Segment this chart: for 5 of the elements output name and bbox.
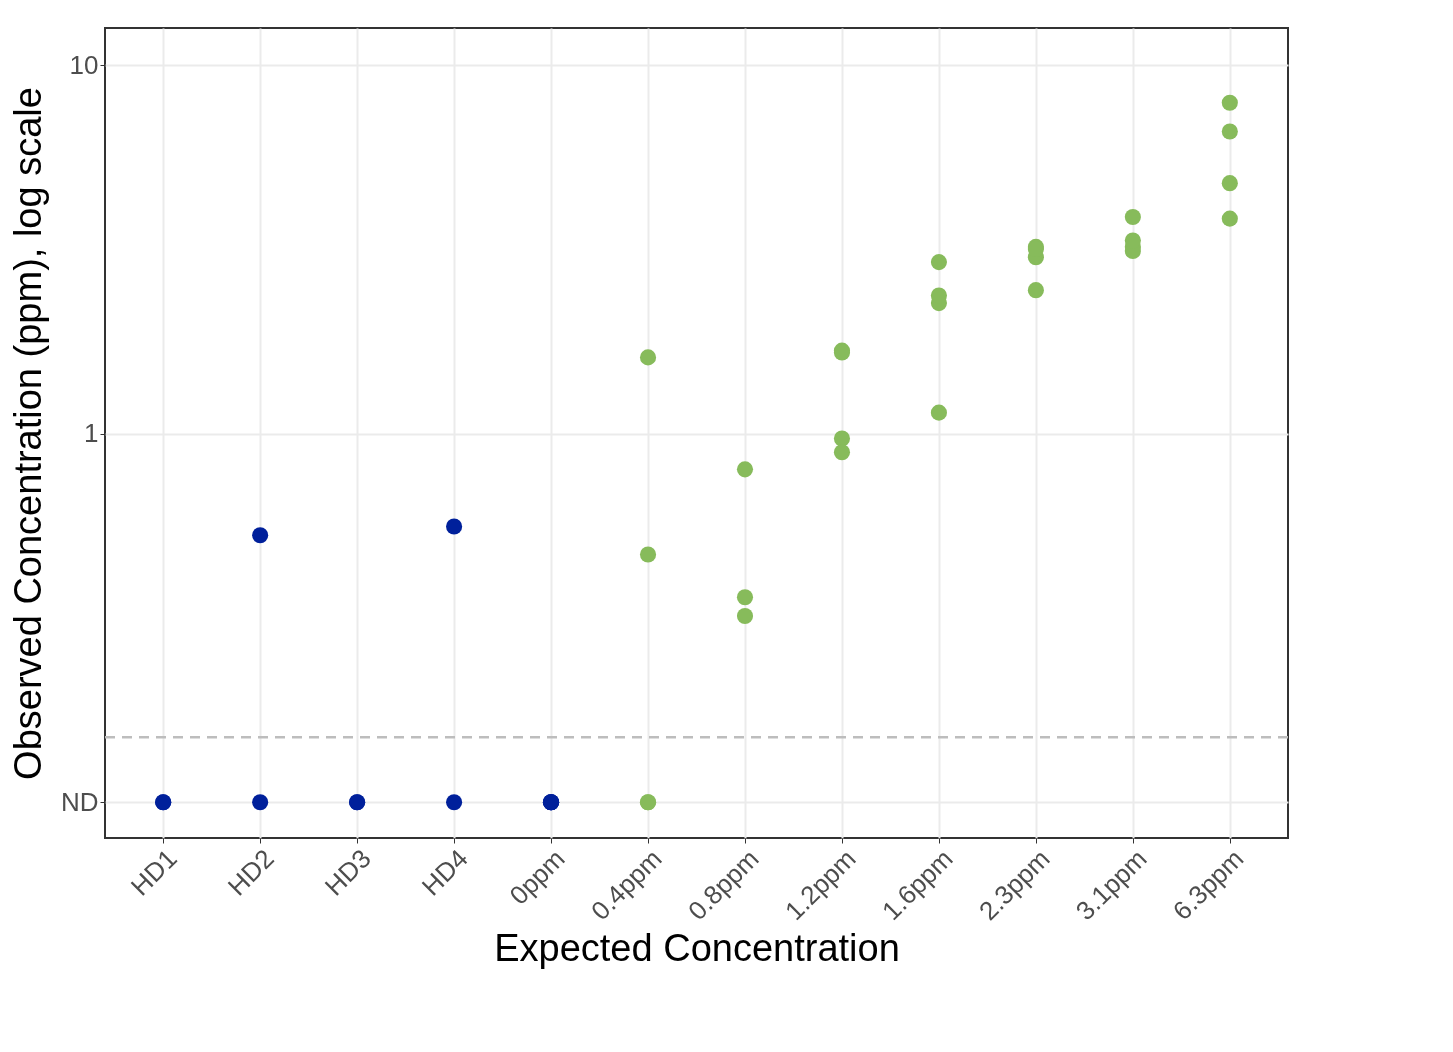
y-tick-label: 10 [69, 49, 99, 80]
y-axis-title: Observed Concentration (ppm), log scale [6, 87, 49, 780]
y-tick-label: 1 [84, 418, 99, 449]
y-tick-label: ND [60, 786, 99, 817]
x-axis-title: Expected Concentration [494, 927, 900, 970]
